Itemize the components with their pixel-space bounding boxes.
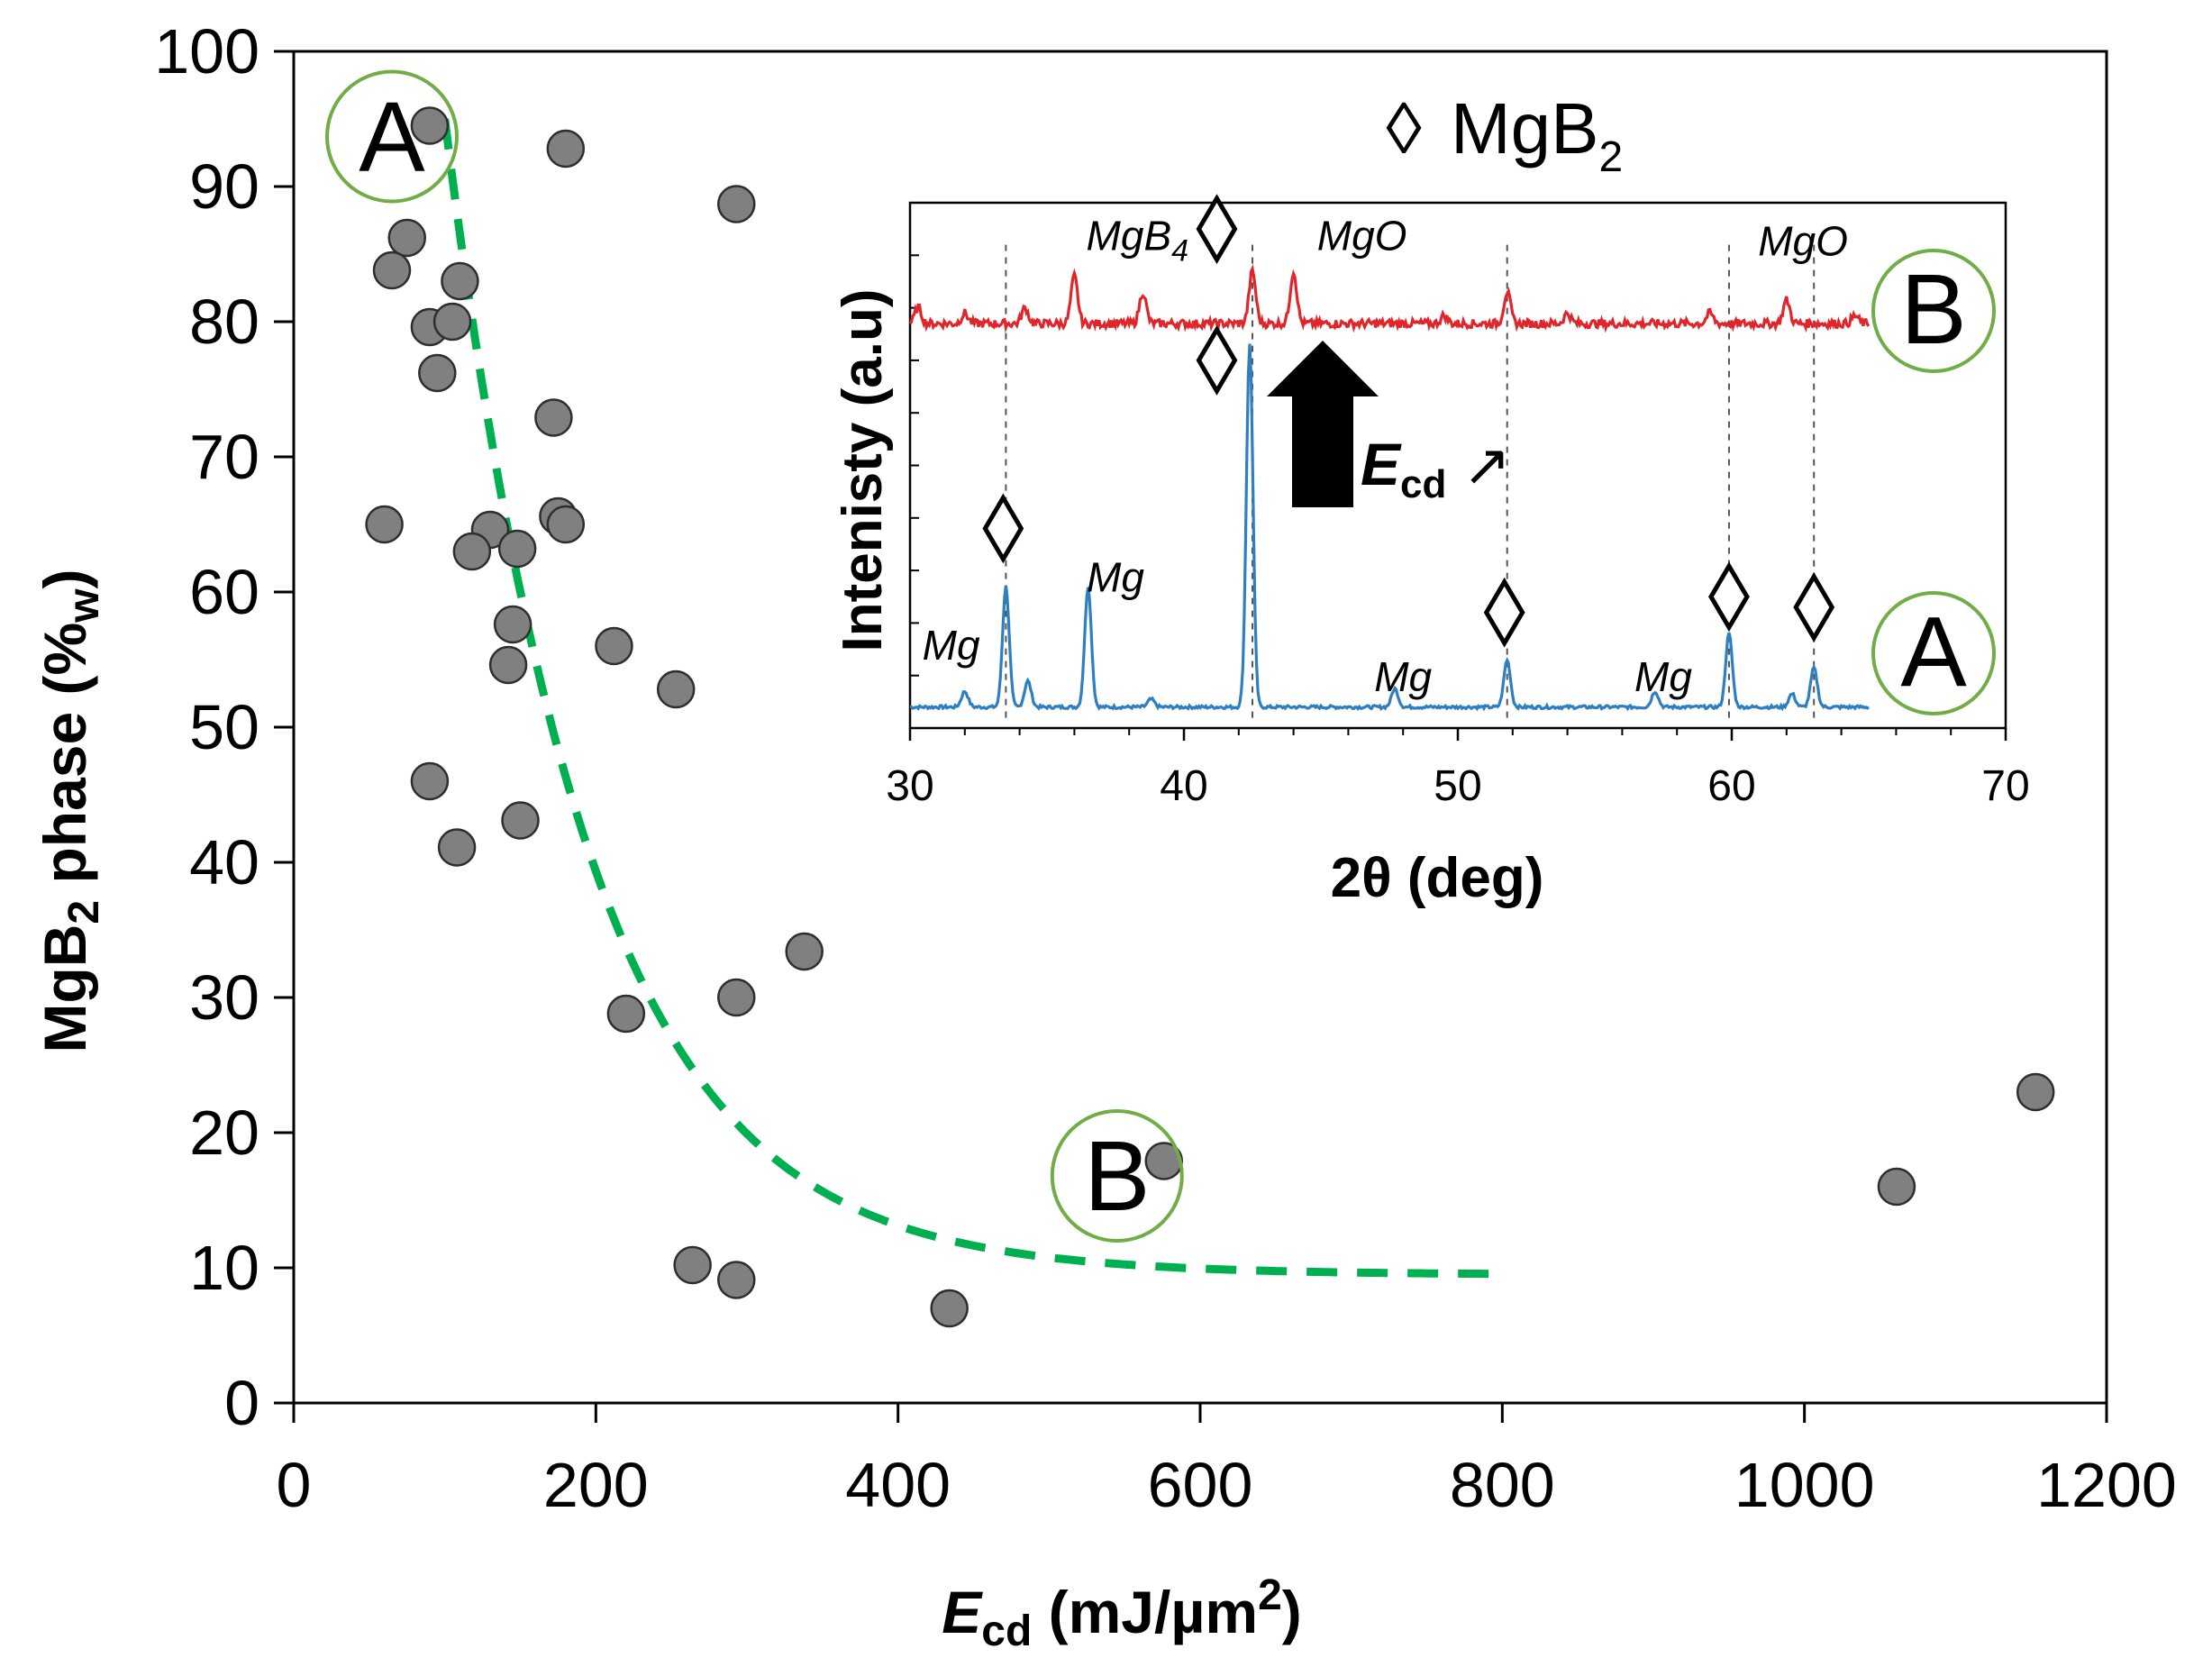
legend-label: MgB2: [1451, 88, 1623, 181]
inset-peak-label: MgB4: [1087, 212, 1189, 268]
y-tick-label: 80: [189, 287, 259, 357]
data-point: [452, 532, 492, 571]
data-point: [1877, 1167, 1916, 1207]
y-tick-label: 50: [189, 692, 259, 762]
data-point: [595, 626, 633, 666]
mgb2-diamond-icon: [1196, 324, 1238, 396]
data-point: [2016, 1072, 2055, 1112]
fit-curve: [441, 118, 1490, 1279]
annotation-label: B: [1084, 1121, 1150, 1232]
y-tick-label: 90: [189, 151, 259, 222]
data-point: [930, 1289, 969, 1328]
inset-up-arrow-icon: [1267, 341, 1379, 507]
y-tick-label: 0: [224, 1368, 259, 1438]
data-point: [673, 1245, 712, 1285]
inset-annotation-label: A: [1900, 597, 1967, 707]
inset-x-tick-label: 30: [886, 762, 933, 810]
data-point: [410, 761, 450, 801]
data-point: [501, 801, 540, 840]
inset-x-tick-label: 60: [1707, 762, 1755, 810]
y-axis-title: MgB2 phase (%w): [32, 569, 108, 1052]
data-point: [437, 828, 477, 867]
x-tick-label: 0: [277, 1450, 312, 1520]
data-point: [717, 185, 756, 223]
data-point: [418, 353, 457, 393]
inset-plot: 30 40 50 60 70 Mg Mg Mg Mg MgB4 MgO MgO A B: [886, 194, 2030, 810]
mgb2-diamond-icon: [1483, 577, 1525, 648]
data-point: [717, 978, 756, 1017]
inset-peak-label: MgO: [1317, 212, 1407, 259]
mgb2-diamond-icon: [1793, 571, 1835, 642]
data-point: [365, 505, 404, 544]
y-tick-label: 40: [189, 827, 259, 897]
legend-diamond-icon: ◊: [1386, 88, 1422, 169]
x-tick-label: 1000: [1734, 1450, 1875, 1520]
x-axis-title: Ecd (mJ/µm2): [942, 1571, 1302, 1655]
inset-peak-label: Mg: [1634, 653, 1692, 700]
y-tick-label: 30: [189, 962, 259, 1033]
inset-x-tick-label: 40: [1160, 762, 1207, 810]
data-point: [534, 398, 573, 437]
inset-peak-label: MgO: [1758, 217, 1848, 264]
y-tick-label: 100: [154, 16, 259, 87]
x-tick-label: 600: [1148, 1450, 1253, 1520]
data-point: [546, 505, 586, 544]
x-tick-label: 1200: [2036, 1450, 2177, 1520]
x-tick-label: 800: [1450, 1450, 1555, 1520]
data-point: [410, 106, 450, 145]
annotation-label: A: [359, 82, 425, 193]
inset-x-tick-label: 70: [1981, 762, 2029, 810]
inset-peak-label: Mg: [1374, 653, 1432, 700]
xrd-series-A: [909, 343, 1870, 712]
data-point: [372, 250, 412, 290]
mgb2-diamond-icon: [982, 493, 1024, 564]
annotation-circle: [324, 69, 459, 204]
inset-peak-label: Mg: [923, 622, 980, 669]
y-tick-label: 10: [189, 1233, 259, 1303]
data-point: [493, 605, 533, 644]
data-point: [441, 261, 479, 301]
inset-peak-label: Mg: [1087, 553, 1144, 600]
data-point: [497, 529, 537, 569]
data-point: [656, 669, 696, 709]
data-point: [488, 645, 528, 685]
data-point: [387, 218, 426, 258]
inset-y-axis-title: Intenisty (a.u): [832, 288, 894, 651]
inset-annotation-circle: [1871, 249, 1996, 373]
inset-annotation-label: B: [1900, 254, 1966, 365]
data-point: [546, 129, 586, 169]
y-tick-label: 70: [189, 422, 259, 492]
mgb2-diamond-icon: [1708, 561, 1750, 633]
inset-background: [901, 194, 2024, 737]
inset-x-tick-label: 50: [1434, 762, 1481, 810]
y-tick-label: 60: [189, 557, 259, 627]
data-point: [717, 1261, 756, 1299]
data-point: [606, 994, 646, 1034]
inset-arrow-label: Ecd ↗: [1361, 431, 1511, 506]
data-point: [432, 302, 472, 342]
inset-x-axis-title: 2θ (deg): [1331, 847, 1544, 909]
data-point: [785, 932, 824, 971]
x-tick-label: 200: [543, 1450, 649, 1520]
annotation-circle: [1050, 1109, 1184, 1243]
inset-annotation-circle: [1871, 591, 1996, 715]
mgb2-diamond-icon: [1196, 194, 1238, 265]
x-tick-label: 400: [845, 1450, 951, 1520]
y-tick-label: 20: [189, 1098, 259, 1168]
xrd-series-B: [908, 263, 1871, 333]
